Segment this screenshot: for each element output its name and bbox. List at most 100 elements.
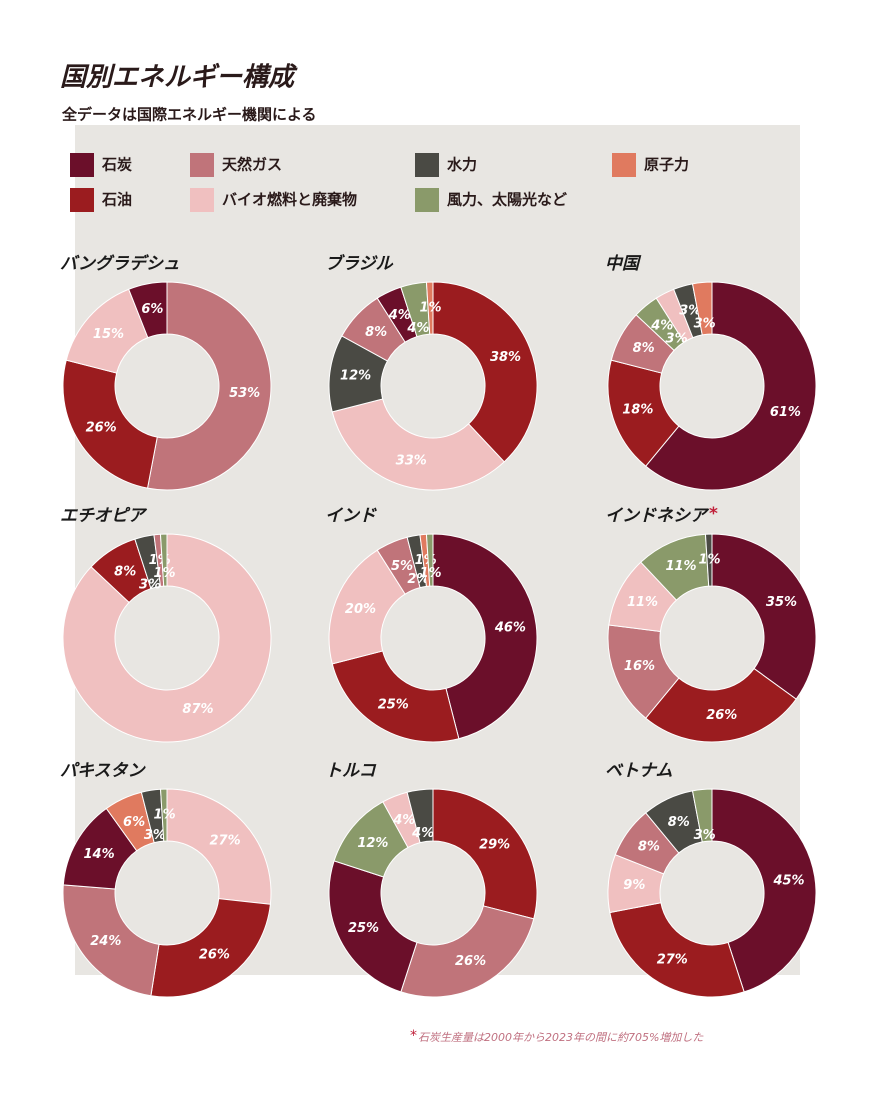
value-label: 3% [139, 578, 161, 593]
value-label: 4% [388, 308, 411, 323]
value-label: 4% [406, 321, 429, 336]
value-label: 1% [699, 553, 721, 568]
footnote: 石炭生産量は2000年から2023年の間に約705%増加した [418, 1031, 704, 1044]
value-label: 46% [494, 621, 526, 636]
donut-slice [711, 533, 817, 700]
legend-swatch [415, 153, 439, 177]
value-label: 3% [679, 304, 701, 319]
chart-subtitle: バングラデシュ [60, 254, 180, 274]
donut-slice [150, 898, 271, 998]
donut-slice [331, 398, 505, 491]
donut-slice [159, 533, 168, 587]
chart-subtitle: インドネシア [605, 506, 710, 526]
donut-slice [331, 650, 460, 743]
value-label: 6% [123, 815, 145, 830]
value-label: 33% [396, 453, 427, 468]
footnote-mark: * [410, 1028, 417, 1044]
value-label: 11% [627, 595, 658, 610]
value-label: 1% [420, 566, 442, 581]
value-label: 6% [141, 302, 163, 317]
value-label: 3% [694, 317, 716, 332]
donut-slice [62, 359, 158, 489]
value-label: 8% [633, 341, 655, 356]
value-label: 8% [114, 565, 136, 580]
legend-swatch [190, 188, 214, 212]
subtitle: 全データは国際エネルギー機関による [61, 106, 317, 124]
value-label: 87% [182, 702, 213, 717]
value-label: 1% [154, 808, 176, 823]
donut-slice [645, 667, 797, 743]
value-label: 1% [154, 566, 176, 581]
value-label: 29% [479, 838, 510, 853]
legend-label: バイオ燃料と廃棄物 [222, 191, 357, 209]
value-label: 38% [490, 350, 521, 365]
value-label: 26% [199, 947, 230, 962]
value-label: 12% [340, 369, 371, 384]
donut-slice [425, 281, 434, 335]
value-label: 25% [348, 921, 379, 936]
legend-label: 水力 [447, 156, 477, 174]
value-label: 16% [624, 659, 655, 674]
legend-swatch [415, 188, 439, 212]
value-label: 35% [766, 595, 797, 610]
legend-label: 石炭 [101, 156, 132, 174]
donut-slice [146, 281, 272, 491]
donut-slice [432, 281, 538, 463]
chart-subtitle: ベトナム [605, 761, 673, 781]
donut-slice [711, 788, 817, 993]
value-label: 15% [93, 327, 124, 342]
legend-label: 風力、太陽光など [447, 191, 567, 209]
chart-subtitle: トルコ [325, 761, 377, 781]
value-label: 8% [638, 840, 660, 855]
value-label: 3% [666, 331, 688, 346]
value-label: 4% [650, 318, 673, 333]
value-label: 8% [365, 325, 387, 340]
legend-swatch [70, 188, 94, 212]
donut-slice [166, 788, 272, 905]
donut-slice [160, 788, 168, 842]
chart-subtitle: インド [325, 506, 377, 526]
legend-swatch [190, 153, 214, 177]
donut-slice [425, 533, 434, 587]
value-label: 11% [665, 559, 696, 574]
value-label: 1% [420, 301, 442, 316]
donut-slice [609, 902, 745, 998]
value-label: 12% [357, 836, 388, 851]
legend-swatch [612, 153, 636, 177]
value-label: 26% [455, 954, 486, 969]
chart-title: 国別エネルギー構成 [60, 63, 298, 93]
donut-slice [328, 860, 418, 993]
donut-slice [691, 281, 713, 336]
value-label: 14% [83, 847, 114, 862]
value-label: 4% [392, 813, 415, 828]
value-label: 5% [391, 559, 413, 574]
donut-slice [128, 281, 168, 339]
legend-label: 原子力 [644, 156, 689, 174]
chart-subtitle: ブラジル [325, 254, 394, 274]
legend-swatch [70, 153, 94, 177]
value-label: 18% [622, 403, 653, 418]
donut-slice [432, 533, 538, 740]
title-mark: * [709, 504, 718, 524]
donut-slice [432, 788, 538, 920]
chart-subtitle: パキスタン [60, 761, 146, 781]
value-label: 3% [694, 828, 716, 843]
value-label: 4% [411, 826, 434, 841]
donut-slice [62, 533, 272, 743]
legend-label: 天然ガス [222, 156, 282, 174]
value-label: 24% [90, 934, 121, 949]
value-label: 2% [407, 572, 429, 587]
donut-slice [704, 533, 713, 587]
legend-label: 石油 [101, 191, 132, 209]
value-label: 61% [770, 405, 801, 420]
value-label: 20% [345, 602, 376, 617]
donut-slice [645, 281, 817, 491]
value-label: 45% [772, 873, 804, 888]
chart-subtitle: 中国 [605, 254, 642, 274]
donut-slice [406, 788, 434, 844]
value-label: 26% [86, 420, 117, 435]
donut-slice [400, 905, 535, 998]
value-label: 27% [210, 833, 241, 848]
value-label: 26% [706, 708, 737, 723]
